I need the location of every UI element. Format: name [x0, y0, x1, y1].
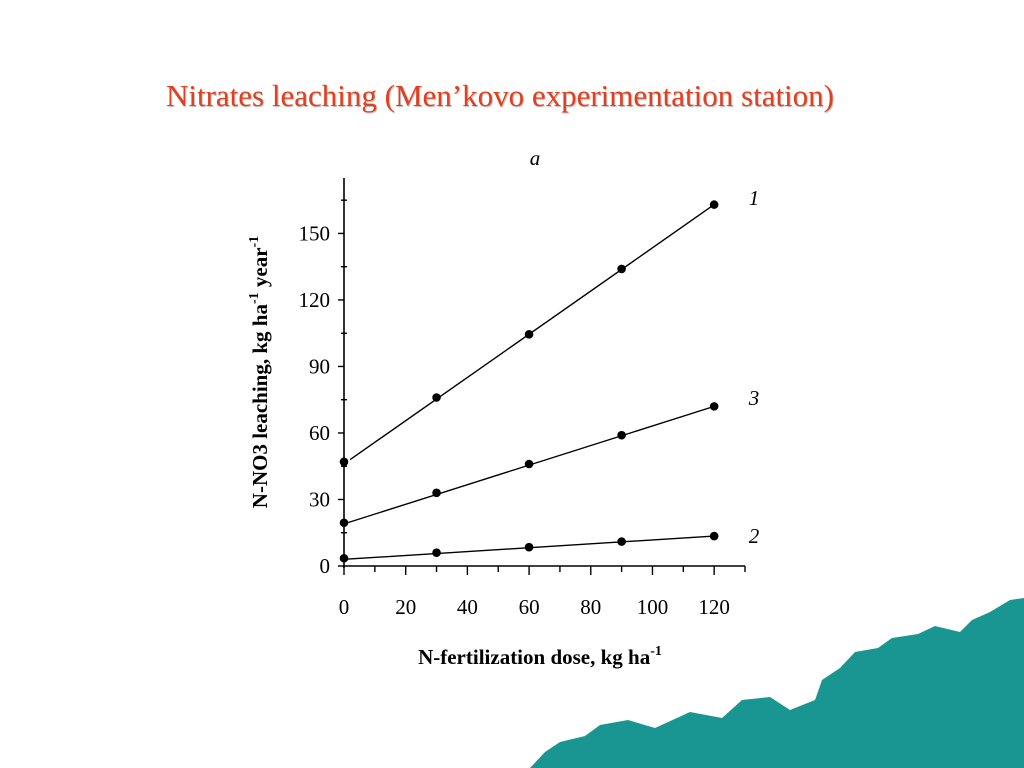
- data-points: [339, 200, 719, 563]
- x-tick-label: 80: [580, 595, 601, 619]
- y-tick-label: 60: [309, 421, 330, 445]
- y-tick-label: 90: [309, 354, 330, 378]
- x-axis-title-text: N-fertilization dose, kg ha: [418, 645, 651, 669]
- data-point-series-1: [709, 200, 719, 209]
- tick-labels: 0 30 60 90 120 150 0 20 40 60 80 100 120: [299, 221, 730, 619]
- data-point-series-3: [709, 402, 719, 411]
- x-tick-label: 0: [339, 595, 350, 619]
- x-axis-title: N-fertilization dose, kg ha-1: [418, 644, 662, 669]
- data-point-series-1: [339, 457, 349, 467]
- y-axis-title: N-NO3 leaching, kg ha-1 year-1: [247, 236, 272, 508]
- y-tick-label: 120: [299, 288, 331, 312]
- data-point-series-3: [432, 488, 441, 498]
- series-label-3: 3: [748, 386, 760, 410]
- data-point-series-2: [524, 542, 534, 552]
- y-axis-title-superscript: -1: [247, 236, 262, 248]
- y-tick-label: 30: [309, 487, 330, 511]
- panel-label: a: [530, 146, 541, 170]
- y-axis-title-text: N-NO3 leaching, kg ha: [248, 304, 272, 509]
- slide-title: Nitrates leaching (Men’kovo experimentat…: [165, 78, 834, 113]
- data-point-series-1: [432, 393, 441, 402]
- data-point-series-2: [339, 553, 349, 563]
- data-point-series-3: [617, 430, 626, 440]
- x-tick-label: 100: [637, 595, 669, 619]
- series-label-2: 2: [749, 524, 760, 548]
- x-tick-label: 120: [698, 595, 730, 619]
- data-point-series-1: [524, 330, 534, 339]
- x-tick-label: 20: [395, 595, 416, 619]
- data-point-series-1: [617, 264, 626, 274]
- y-tick-label: 150: [299, 221, 331, 245]
- data-point-series-2: [432, 548, 441, 557]
- series-label-1: 1: [749, 186, 760, 210]
- axes: [343, 178, 745, 568]
- y-tick-label: 0: [320, 554, 331, 578]
- data-point-series-2: [709, 531, 719, 541]
- data-point-series-3: [339, 518, 349, 528]
- y-axis-title-text: year: [248, 247, 272, 292]
- series-labels: 1 3 2: [748, 186, 760, 548]
- data-point-series-3: [524, 459, 534, 469]
- x-axis-title-superscript: -1: [650, 644, 662, 659]
- data-point-series-2: [617, 537, 626, 546]
- x-tick-label: 60: [519, 595, 540, 619]
- x-tick-label: 40: [457, 595, 478, 619]
- ticks: [338, 199, 746, 575]
- teal-landscape-shape: [530, 598, 1024, 768]
- y-axis-title-superscript: -1: [247, 292, 262, 304]
